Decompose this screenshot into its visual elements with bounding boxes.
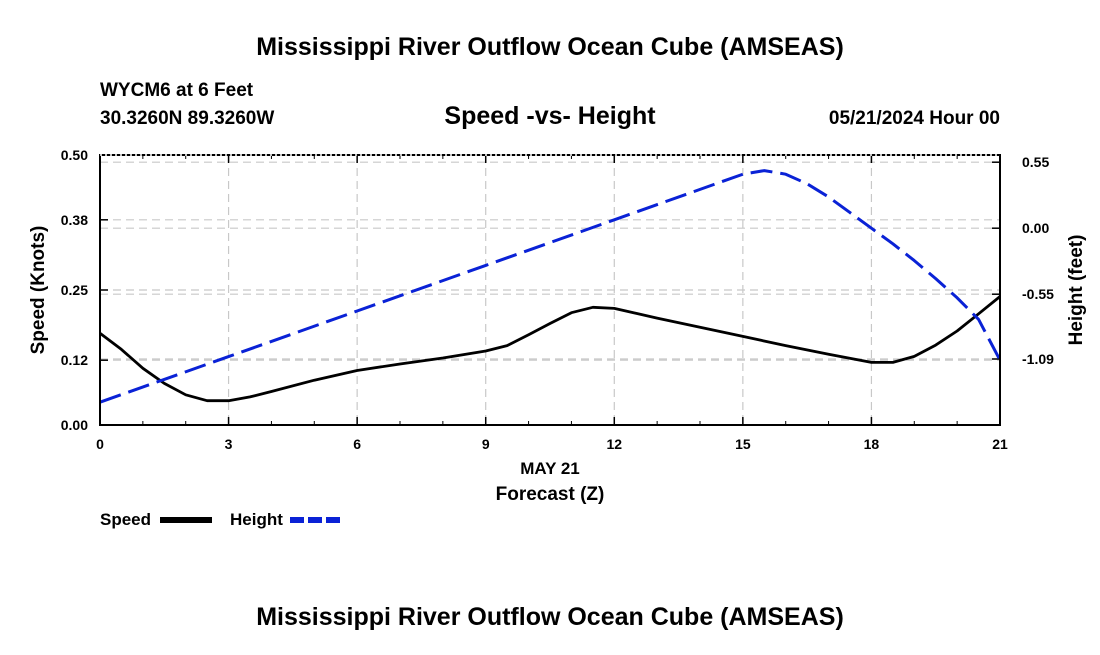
legend-speed-label: Speed [100, 510, 151, 529]
chart-title: Speed -vs- Height [444, 102, 656, 130]
x-date-label: MAY 21 [520, 459, 580, 478]
y2-tick-label: -0.55 [1022, 286, 1054, 302]
x-axis-label: Forecast (Z) [496, 484, 605, 505]
y2-tick-label: 0.00 [1022, 220, 1049, 236]
coords-label: 30.3260N 89.3260W [100, 108, 274, 129]
legend: Speed Height [100, 510, 342, 529]
y-tick-label: 0.50 [61, 147, 88, 163]
series-layer [99, 169, 1002, 404]
x-tick-label: 15 [735, 436, 751, 452]
x-tick-label: 3 [225, 436, 233, 452]
y-axis-label: Speed (Knots) [28, 226, 49, 355]
series-line-height [99, 169, 1002, 404]
datetime-label: 05/21/2024 Hour 00 [829, 108, 1000, 129]
y2-tick-label: 0.55 [1022, 154, 1049, 170]
series-line-speed [99, 295, 1001, 403]
y-tick-label: 0.25 [61, 282, 88, 298]
grid [100, 155, 1000, 425]
x-tick-label: 9 [482, 436, 490, 452]
x-tick-label: 0 [96, 436, 104, 452]
y-tick-label: 0.38 [61, 212, 88, 228]
x-tick-label: 12 [606, 436, 622, 452]
ticks: 0 3 6 9 12 15 18 21 0.00 0.12 0.25 0.38 0.50 0.55 0.00… [61, 147, 1054, 452]
y-tick-label: 0.00 [61, 417, 88, 433]
page-title: Mississippi River Outflow Ocean Cube (AM… [256, 33, 844, 61]
x-tick-label: 6 [353, 436, 361, 452]
y2-axis-label: Height (feet) [1066, 235, 1087, 346]
y-tick-label: 0.12 [61, 352, 88, 368]
x-tick-label: 18 [864, 436, 880, 452]
bottom-title: Mississippi River Outflow Ocean Cube (AM… [256, 603, 844, 631]
station-label: WYCM6 at 6 Feet [100, 80, 254, 101]
y2-tick-label: -1.09 [1022, 351, 1054, 367]
legend-height-label: Height [230, 510, 283, 529]
x-tick-label: 21 [992, 436, 1008, 452]
